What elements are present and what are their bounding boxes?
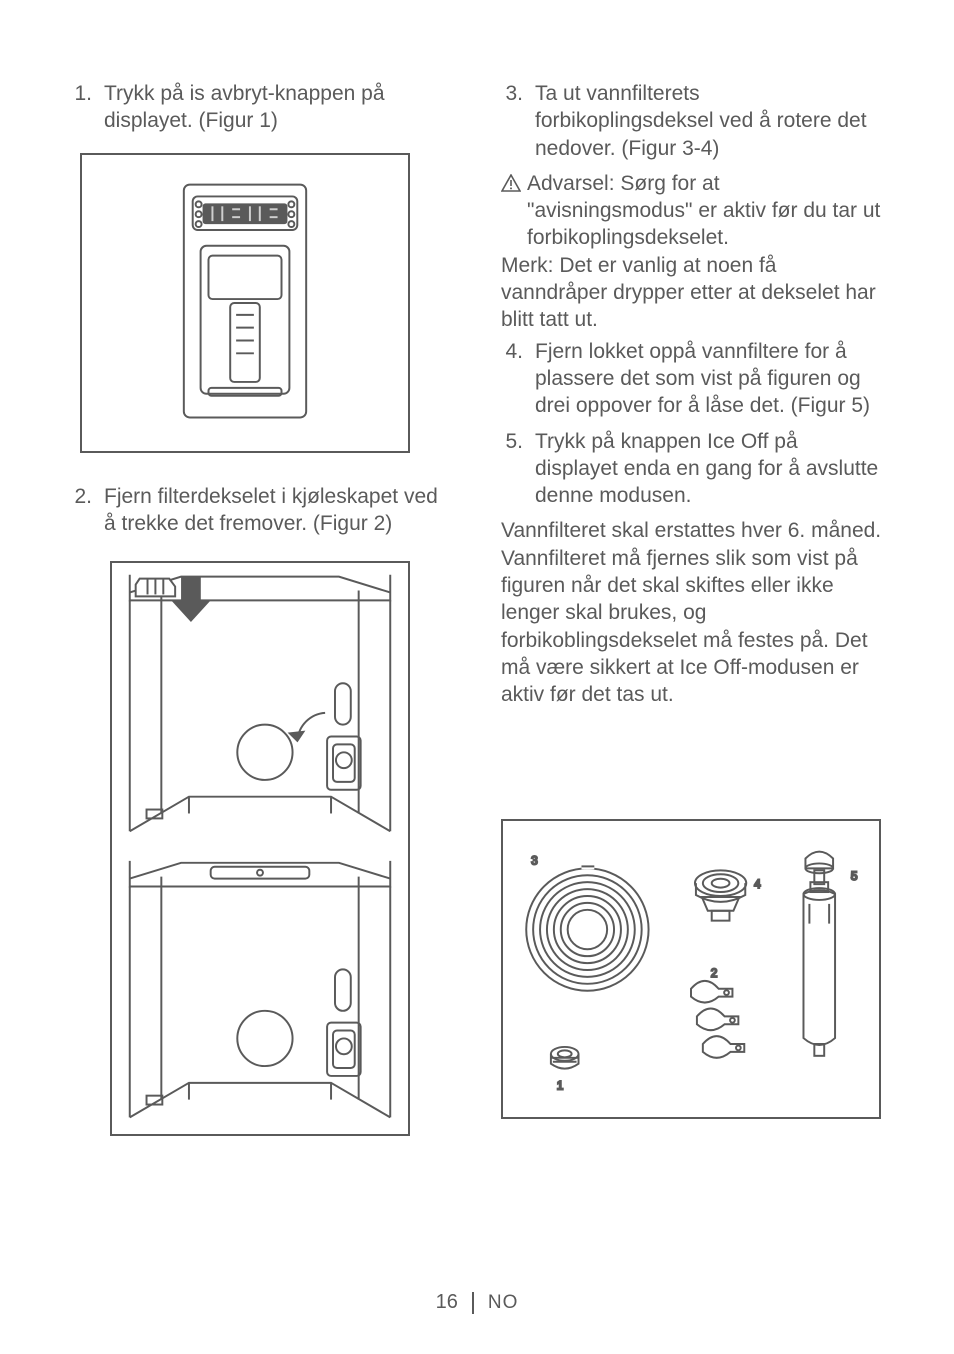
left-column: 1. Trykk på is avbryt-knappen på display…: [70, 80, 453, 1166]
step-2-number: 2.: [70, 483, 92, 538]
step-4-text: Fjern lokket oppå vannfiltere for å plas…: [535, 338, 884, 420]
right-column: 3. Ta ut vannfilterets forbikoplingsdeks…: [501, 80, 884, 1166]
step-3-number: 3.: [501, 80, 523, 162]
step-5-number: 5.: [501, 428, 523, 510]
figure-label-2: 2: [711, 965, 718, 979]
step-1-text: Trykk på is avbryt-knappen på displayet.…: [104, 80, 453, 135]
warning-line: Advarsel: Sørg for at "avisningsmodus" e…: [501, 170, 884, 252]
figure-2-interior: [110, 561, 410, 1136]
step-3: 3. Ta ut vannfilterets forbikoplingsdeks…: [501, 80, 884, 162]
step-2-text: Fjern filterdekselet i kjøleskapet ved å…: [104, 483, 453, 538]
step-5-text: Trykk på knappen Ice Off på displayet en…: [535, 428, 884, 510]
step-1: 1. Trykk på is avbryt-knappen på display…: [70, 80, 453, 135]
closing-paragraph: Vannfilteret skal erstattes hver 6. måne…: [501, 517, 884, 708]
page-footer: 16 NO: [0, 1291, 954, 1314]
figure-label-1: 1: [557, 1078, 564, 1092]
step-5: 5. Trykk på knappen Ice Off på displayet…: [501, 428, 884, 510]
figure-label-5: 5: [851, 869, 858, 883]
step-4-number: 4.: [501, 338, 523, 420]
step-2: 2. Fjern filterdekselet i kjøleskapet ve…: [70, 483, 453, 538]
note-text: Merk: Det er vanlig at noen få vanndråpe…: [501, 252, 884, 334]
figure-1-dispenser: [80, 153, 410, 453]
figure-label-3: 3: [531, 853, 538, 867]
footer-language: NO: [488, 1292, 519, 1314]
two-column-layout: 1. Trykk på is avbryt-knappen på display…: [70, 80, 884, 1166]
page-number: 16: [436, 1291, 458, 1314]
step-3-text: Ta ut vannfilterets forbikoplingsdeksel …: [535, 80, 884, 162]
warning-text: Advarsel: Sørg for at "avisningsmodus" e…: [527, 170, 884, 252]
warning-icon: [501, 174, 521, 192]
figure-3-parts: 3 1 4: [501, 819, 881, 1119]
figure-label-4: 4: [754, 877, 761, 891]
step-4: 4. Fjern lokket oppå vannfiltere for å p…: [501, 338, 884, 420]
footer-separator: [472, 1292, 474, 1314]
step-1-number: 1.: [70, 80, 92, 135]
